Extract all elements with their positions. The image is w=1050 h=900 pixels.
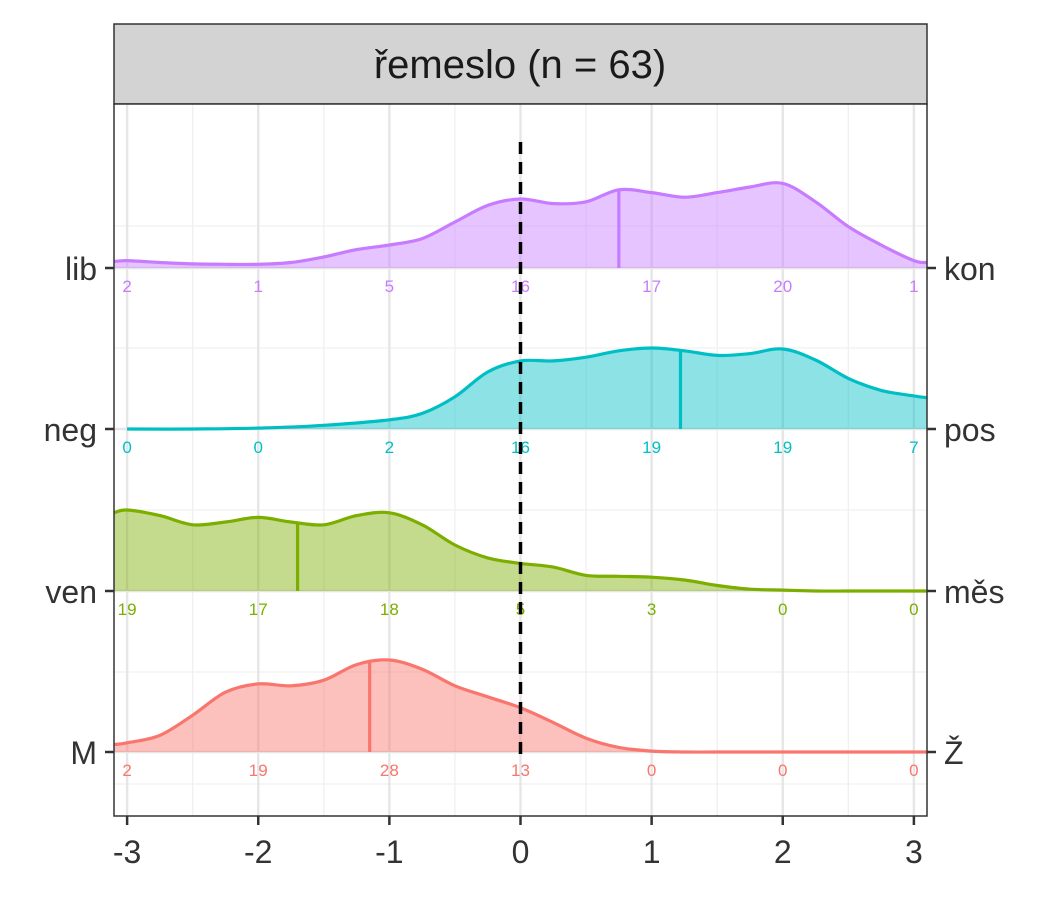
count-label: 20 (773, 277, 792, 296)
count-label: 17 (642, 277, 661, 296)
count-label: 17 (249, 600, 268, 619)
y-label-right: měs (944, 574, 1004, 610)
count-label: 0 (647, 761, 656, 780)
ridge-M-Ž: 2 19 28 13 0 0 0 (113, 658, 927, 780)
count-label: 3 (647, 600, 656, 619)
x-tick-label: 0 (512, 834, 530, 870)
y-label-left: lib (65, 251, 97, 287)
x-tick-label: 1 (643, 834, 661, 870)
count-label: 5 (385, 277, 394, 296)
ridge-neg-pos: 0021619197 (122, 346, 928, 457)
facet-strip-background (113, 23, 928, 105)
count-label: 1 (254, 277, 263, 296)
density-line (113, 181, 928, 267)
y-label-right: pos (944, 412, 996, 448)
count-label: 0 (909, 761, 918, 780)
count-label: 2 (385, 438, 394, 457)
count-label: 0 (122, 438, 131, 457)
density-line (127, 346, 928, 431)
x-tick-label: 2 (774, 834, 792, 870)
y-label-left: M (70, 735, 97, 771)
x-tick-label: -2 (244, 834, 272, 870)
count-label: 19 (642, 438, 661, 457)
y-label-left: ven (45, 574, 97, 610)
x-tick-label: -1 (375, 834, 403, 870)
density-line (113, 658, 927, 754)
count-label: 13 (511, 761, 530, 780)
density-area (127, 348, 928, 430)
count-label: 28 (380, 761, 399, 780)
count-label: 19 (118, 600, 137, 619)
count-label: 19 (249, 761, 268, 780)
x-tick-label: -3 (113, 834, 141, 870)
count-label: 0 (909, 600, 918, 619)
count-label: 19 (773, 438, 792, 457)
x-tick-label: 3 (905, 834, 923, 870)
density-area (114, 509, 927, 592)
count-label: 18 (380, 600, 399, 619)
count-label: 1 (909, 277, 918, 296)
count-label: 0 (778, 761, 787, 780)
y-label-left: neg (44, 412, 97, 448)
y-label-right: Ž (944, 735, 964, 771)
axes: -3 -2 -1 0 1 2 3 lib kon neg pos ven měs M Ž (44, 251, 1005, 870)
count-label: 0 (254, 438, 263, 457)
chart-title: řemeslo (n = 63) (374, 43, 666, 87)
count-label: 2 (122, 761, 131, 780)
facet-strip: řemeslo (n = 63) (113, 23, 928, 105)
count-label: 7 (909, 438, 918, 457)
y-label-right: kon (944, 251, 996, 287)
count-label: 0 (778, 600, 787, 619)
count-label: 2 (122, 277, 131, 296)
